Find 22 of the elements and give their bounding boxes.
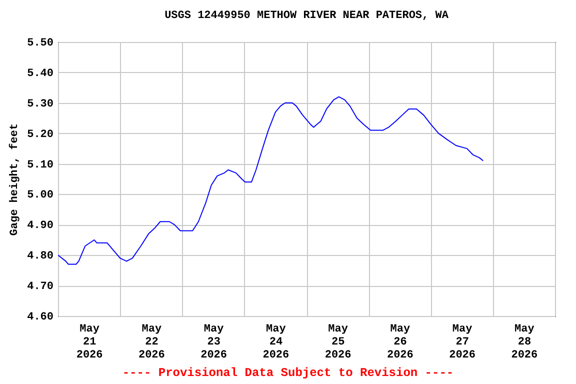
y-tick-label: 4.60 xyxy=(27,312,54,324)
y-tick-label: 5.40 xyxy=(27,68,54,80)
x-tick-label: May 23 2026 xyxy=(200,324,228,362)
text: ---- Provisional Data Subject to Revision ---- xyxy=(121,366,455,380)
x-tick-label: May 25 2026 xyxy=(324,324,352,362)
x-tick-label: May 22 2026 xyxy=(138,324,165,362)
chart-title: USGS 12449950 METHOW RIVER NEAR PATEROS, WA xyxy=(164,10,449,22)
y-tick-label: 5.30 xyxy=(27,98,54,110)
x-tick-label: May 24 2026 xyxy=(262,324,290,362)
y-tick-label: 5.00 xyxy=(27,190,54,202)
y-tick-label: 5.10 xyxy=(27,159,54,172)
x-tick-label: May 21 2026 xyxy=(76,324,103,362)
y-tick-label: 4.80 xyxy=(27,250,54,263)
y-axis-title: Gage height, feet xyxy=(8,123,22,236)
x-tick-label: May 28 2026 xyxy=(511,324,538,362)
y-tick-label: 5.20 xyxy=(27,128,54,141)
y-tick-label: 5.50 xyxy=(27,38,54,50)
y-tick-label: 4.70 xyxy=(27,281,54,294)
x-tick-label: May 27 2026 xyxy=(449,324,476,362)
y-tick-label: 4.90 xyxy=(27,220,54,232)
x-tick-label: May 26 2026 xyxy=(386,324,414,362)
line-series xyxy=(58,96,484,265)
